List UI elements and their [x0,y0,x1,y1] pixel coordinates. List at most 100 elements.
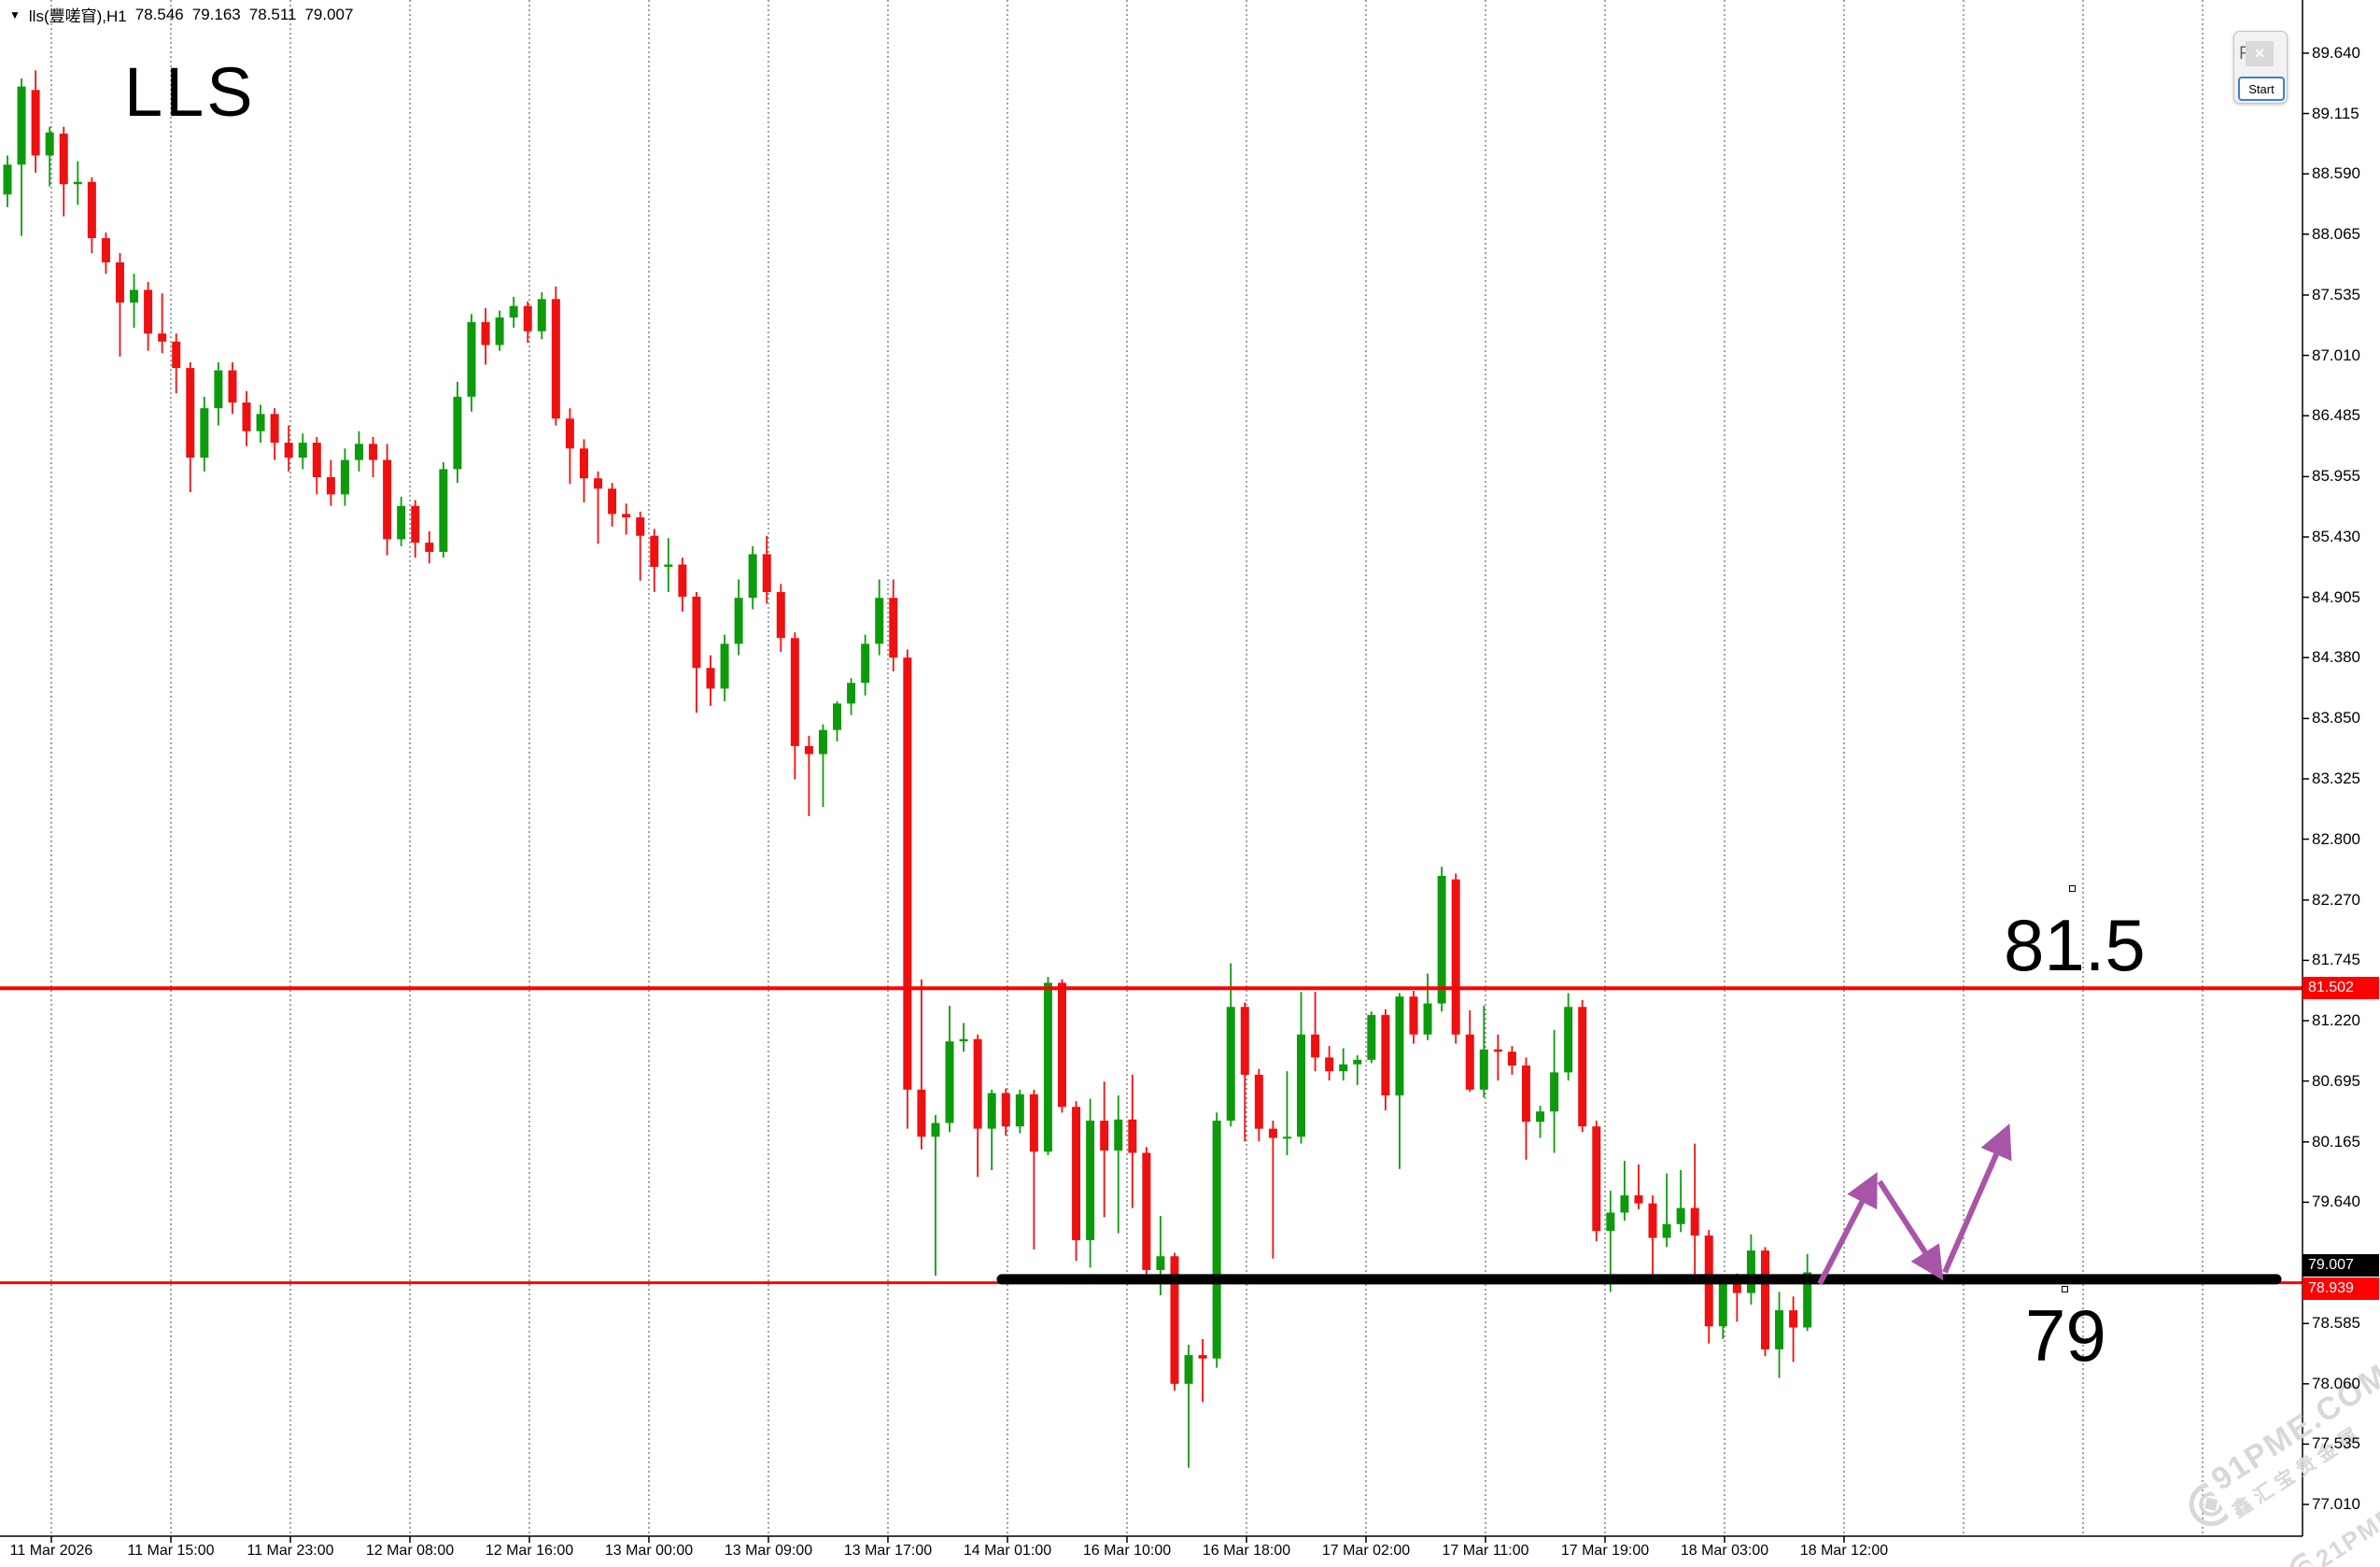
candle-body [101,238,110,262]
projection-arrow [1942,1123,2012,1274]
candle-body [31,90,40,156]
candle-body [355,444,363,460]
candle-body [312,443,321,477]
candle-body [1507,1052,1516,1066]
price-tick-label: 83.325 [2312,769,2360,787]
candle-body [734,598,743,644]
candle-body [1268,1128,1277,1138]
candle-body [59,134,68,185]
candle-body [1353,1059,1362,1065]
candle-body [959,1038,968,1042]
candle-body [1114,1119,1123,1151]
candle-body [228,370,237,403]
candle-body [1311,1034,1320,1058]
symbol-name: lls(豐嗟窅),H1 [28,7,127,25]
candle-body [818,729,827,755]
time-tick-label: 18 Mar 12:00 [1799,1543,1889,1559]
candle-body [1732,1278,1741,1293]
candle-body [790,638,799,746]
candle-body [762,554,771,593]
candle-body [45,132,54,156]
time-tick-label: 12 Mar 08:00 [365,1543,455,1559]
candle-body [383,459,392,540]
price-tick-label: 84.905 [2312,587,2360,606]
candle-body [326,476,335,495]
candle-body [523,305,532,332]
candle-body [1550,1072,1559,1112]
candle-body [664,564,673,567]
candle-body [87,181,96,239]
candle-body [678,564,687,597]
candle-body [1254,1074,1263,1129]
candle-body [594,478,603,489]
candle-body [973,1038,982,1129]
watermark: 91PME.COM 鑫汇宝贵金属 [2143,1357,2380,1567]
candle-body [1789,1310,1798,1328]
candle-body [889,598,898,658]
time-tick-label: 13 Mar 00:00 [604,1543,694,1559]
candle-body [1381,1014,1390,1095]
candle-body [1606,1212,1615,1232]
candle-body [706,668,715,689]
candle-body [1465,1034,1474,1090]
candle-body [1676,1207,1685,1224]
candle-body [256,414,265,431]
start-button[interactable]: Start [2238,77,2285,101]
candle-body [551,299,560,419]
price-tick-label: 78.585 [2312,1314,2360,1333]
close-icon[interactable]: × [2246,41,2274,66]
candle-body [861,643,870,684]
candle-body [1648,1203,1657,1238]
candle-body [214,370,223,409]
price-tick-label: 87.535 [2312,285,2360,304]
candle-body [397,505,406,540]
candle-body [439,469,448,552]
time-tick-label: 14 Mar 01:00 [963,1543,1052,1559]
candle-body [1395,996,1404,1095]
chevron-down-icon[interactable]: ▼ [9,7,21,21]
candle-body [453,396,462,470]
projection-arrow [1817,1172,1878,1286]
candle-body [200,408,209,459]
candle-body [1015,1094,1024,1127]
price-tick-label: 82.800 [2312,829,2360,848]
object-anchor-dot [2069,885,2076,892]
price-tick-label: 84.380 [2312,648,2360,667]
candle-body [1058,982,1066,1108]
quote-high: 79.163 [191,5,241,23]
candle-body [1282,1136,1291,1139]
candle-body [565,418,574,449]
price-tick-label: 81.745 [2312,951,2360,969]
price-tick-label: 80.165 [2312,1132,2360,1151]
candle-body [875,598,884,644]
time-tick-label: 16 Mar 10:00 [1082,1543,1172,1559]
price-tag-81.502: 81.502 [2303,977,2379,1000]
candle-body [1521,1065,1530,1122]
candle-body [1592,1126,1601,1232]
support-label: 79 [2025,1294,2106,1376]
candle-body [1493,1049,1502,1052]
candle-body [186,368,195,459]
price-tick-label: 89.115 [2312,104,2359,122]
candle-body [1142,1152,1151,1271]
resistance-label: 81.5 [2004,904,2146,986]
price-tick-label: 77.535 [2312,1434,2360,1453]
price-tick-label: 79.640 [2312,1193,2360,1211]
candle-body [636,517,645,536]
candle-body [720,643,729,689]
time-tick-label: 13 Mar 09:00 [724,1543,813,1559]
candle-body [1690,1207,1699,1236]
candle-body [987,1093,996,1129]
time-tick-label: 16 Mar 18:00 [1202,1543,1291,1559]
price-tick-label: 85.955 [2312,467,2360,486]
price-tick-label: 86.485 [2312,406,2360,425]
candle-body [903,657,912,1090]
price-tick-label: 82.270 [2312,890,2360,909]
price-tick-label: 77.010 [2312,1495,2360,1514]
candle-body [537,299,546,332]
time-tick-label: 17 Mar 19:00 [1560,1543,1650,1559]
candle-body [242,402,251,431]
price-tag-78.939: 78.939 [2303,1277,2379,1300]
candle-body [411,505,420,544]
